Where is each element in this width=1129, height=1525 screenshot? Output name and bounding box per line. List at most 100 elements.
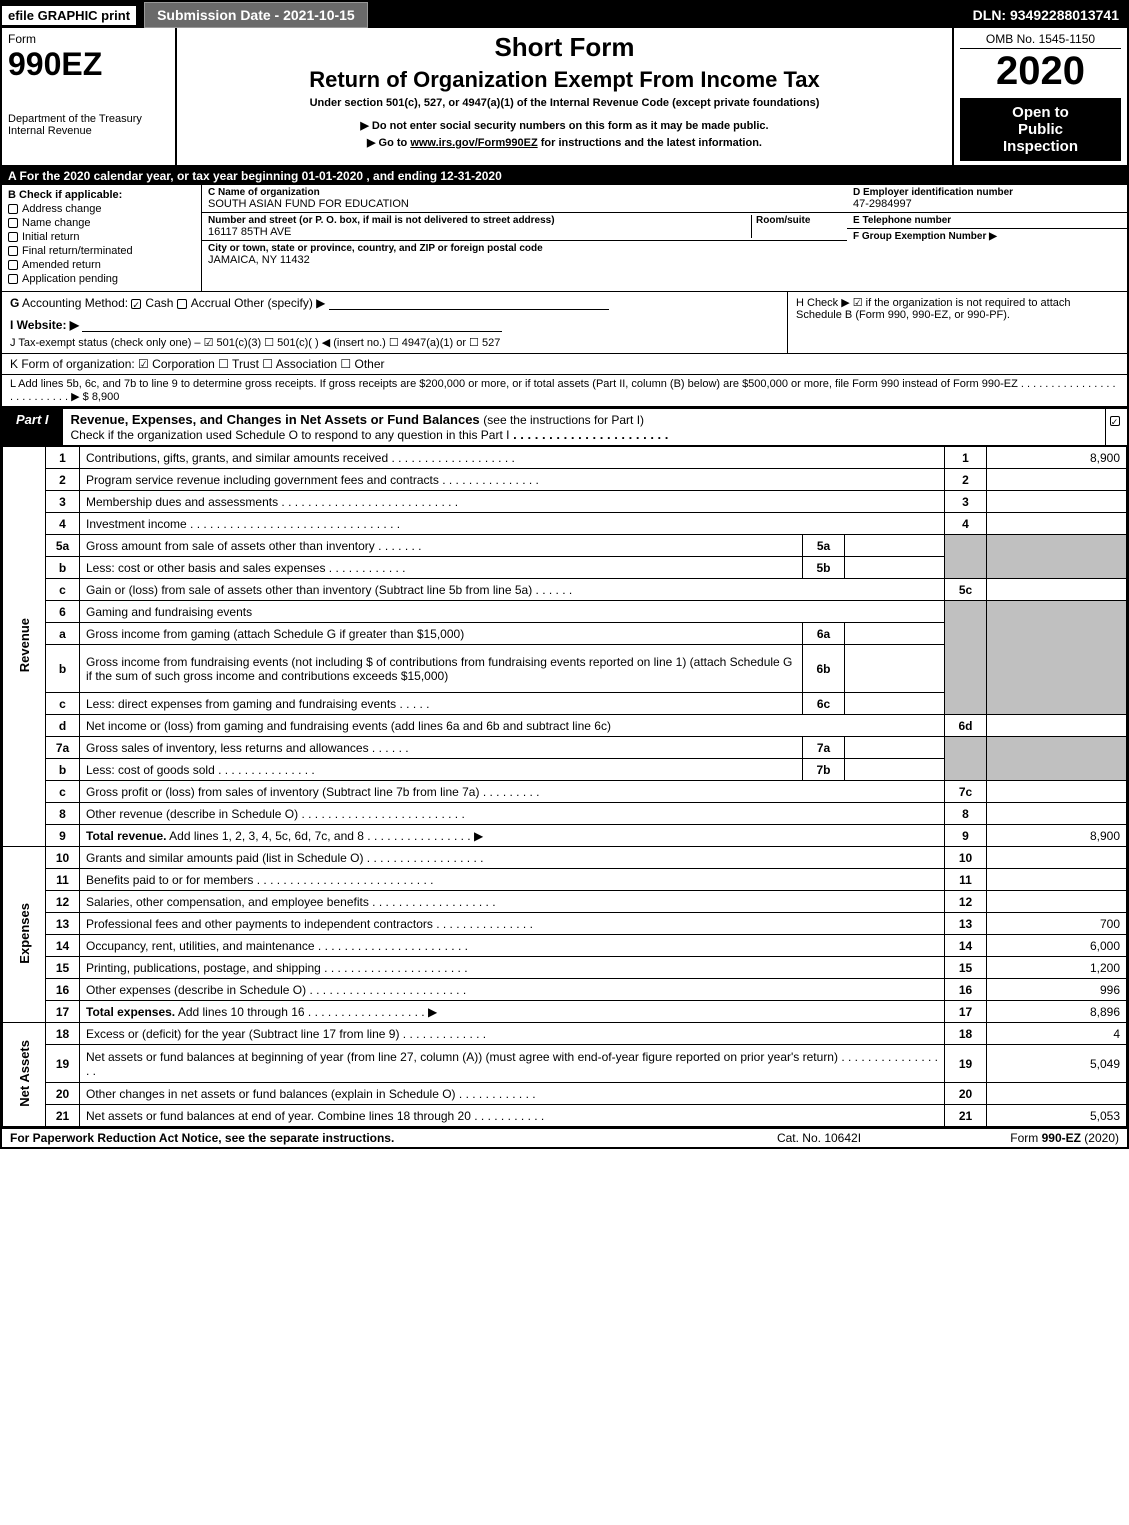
box-b: B Check if applicable: Address change Na… <box>2 185 202 291</box>
part-1-schedule-o-checkbox[interactable] <box>1105 409 1127 445</box>
line-l: L Add lines 5b, 6c, and 7b to line 9 to … <box>2 375 1127 407</box>
row-6b-mv <box>845 645 945 693</box>
info-block: B Check if applicable: Address change Na… <box>2 185 1127 292</box>
row-5b-mn: 5b <box>803 557 845 579</box>
sub-title: Under section 501(c), 527, or 4947(a)(1)… <box>183 97 946 109</box>
row-6c-mn: 6c <box>803 693 845 715</box>
line-j: J Tax-exempt status (check only one) – ☑… <box>10 336 779 349</box>
row-15-val: 1,200 <box>987 957 1127 979</box>
row-7b-mn: 7b <box>803 759 845 781</box>
row-6-num: 6 <box>46 601 80 623</box>
row-14-num: 14 <box>46 935 80 957</box>
part-1-title-text: Revenue, Expenses, and Changes in Net As… <box>71 412 480 427</box>
row-4: 4 Investment income . . . . . . . . . . … <box>3 513 1127 535</box>
short-form-title: Short Form <box>183 32 946 63</box>
submission-date-button[interactable]: Submission Date - 2021-10-15 <box>144 2 368 28</box>
open-line-2: Public <box>964 121 1117 138</box>
box-def: D Employer identification number 47-2984… <box>847 185 1127 291</box>
revenue-side-label: Revenue <box>3 447 46 847</box>
header-right: OMB No. 1545-1150 2020 Open to Public In… <box>952 28 1127 165</box>
efile-print-label[interactable]: efile GRAPHIC print <box>2 6 136 25</box>
row-6a-num: a <box>46 623 80 645</box>
row-7ab-greyval <box>987 737 1127 781</box>
row-12-val <box>987 891 1127 913</box>
row-20-val <box>987 1083 1127 1105</box>
row-5b-desc: Less: cost or other basis and sales expe… <box>86 561 325 575</box>
row-10-ln: 10 <box>945 847 987 869</box>
row-19: 19 Net assets or fund balances at beginn… <box>3 1045 1127 1083</box>
footer-mid: Cat. No. 10642I <box>719 1131 919 1145</box>
city-state-zip: JAMAICA, NY 11432 <box>208 254 841 266</box>
form-header: Form 990EZ Department of the Treasury In… <box>2 28 1127 167</box>
row-1-desc: Contributions, gifts, grants, and simila… <box>86 451 388 465</box>
row-7a-num: 7a <box>46 737 80 759</box>
cb-name-change[interactable]: Name change <box>8 217 195 229</box>
header-middle: Short Form Return of Organization Exempt… <box>177 28 952 165</box>
cb-amended-return[interactable]: Amended return <box>8 259 195 271</box>
phone-cell: E Telephone number <box>847 213 1127 229</box>
row-6d-val <box>987 715 1127 737</box>
row-19-ln: 19 <box>945 1045 987 1083</box>
row-21-val: 5,053 <box>987 1105 1127 1127</box>
goto-link[interactable]: ▶ Go to www.irs.gov/Form990EZ for instru… <box>183 136 946 149</box>
line-k: K Form of organization: ☑ Corporation ☐ … <box>2 354 1127 375</box>
cb-final-return-label: Final return/terminated <box>22 245 133 257</box>
footer-right: Form 990-EZ (2020) <box>919 1131 1119 1145</box>
row-3-num: 3 <box>46 491 80 513</box>
org-name-cell: C Name of organization SOUTH ASIAN FUND … <box>202 185 847 213</box>
department-line-2: Internal Revenue <box>8 125 169 137</box>
irs-link[interactable]: www.irs.gov/Form990EZ <box>410 137 537 149</box>
ein-value: 47-2984997 <box>853 198 1121 210</box>
cb-final-return[interactable]: Final return/terminated <box>8 245 195 257</box>
row-6c-desc: Less: direct expenses from gaming and fu… <box>86 697 396 711</box>
street-label: Number and street (or P. O. box, if mail… <box>208 215 751 226</box>
row-5c-num: c <box>46 579 80 601</box>
row-18-val: 4 <box>987 1023 1127 1045</box>
row-4-val <box>987 513 1127 535</box>
website-field[interactable] <box>82 318 502 332</box>
row-2-num: 2 <box>46 469 80 491</box>
row-9-ln: 9 <box>945 825 987 847</box>
row-5c-desc: Gain or (loss) from sale of assets other… <box>86 583 532 597</box>
ein-cell: D Employer identification number 47-2984… <box>847 185 1127 213</box>
row-7c-ln: 7c <box>945 781 987 803</box>
row-19-num: 19 <box>46 1045 80 1083</box>
row-2-ln: 2 <box>945 469 987 491</box>
row-1-ln: 1 <box>945 447 987 469</box>
row-12-desc: Salaries, other compensation, and employ… <box>86 895 369 909</box>
row-18-num: 18 <box>46 1023 80 1045</box>
row-13-desc: Professional fees and other payments to … <box>86 917 433 931</box>
row-8-num: 8 <box>46 803 80 825</box>
row-6d-ln: 6d <box>945 715 987 737</box>
part-1-title: Revenue, Expenses, and Changes in Net As… <box>63 409 1105 445</box>
row-2-val <box>987 469 1127 491</box>
row-7a-mn: 7a <box>803 737 845 759</box>
cb-address-change[interactable]: Address change <box>8 203 195 215</box>
cb-accrual[interactable] <box>177 299 187 309</box>
part-1-tag: Part I <box>2 409 63 445</box>
other-method-field[interactable] <box>329 296 609 310</box>
org-name: SOUTH ASIAN FUND FOR EDUCATION <box>208 198 841 210</box>
row-6-greyval <box>987 601 1127 715</box>
accounting-method: G Accounting Method: Cash Accrual Other … <box>10 296 779 310</box>
line-g: G Accounting Method: Cash Accrual Other … <box>2 292 787 353</box>
header-left: Form 990EZ Department of the Treasury In… <box>2 28 177 165</box>
cb-initial-return[interactable]: Initial return <box>8 231 195 243</box>
row-3-val <box>987 491 1127 513</box>
row-17-val: 8,896 <box>987 1001 1127 1023</box>
expenses-side-label: Expenses <box>3 847 46 1023</box>
row-16: 16 Other expenses (describe in Schedule … <box>3 979 1127 1001</box>
cb-cash[interactable] <box>131 299 141 309</box>
row-14: 14 Occupancy, rent, utilities, and maint… <box>3 935 1127 957</box>
page-footer: For Paperwork Reduction Act Notice, see … <box>2 1127 1127 1147</box>
row-11-ln: 11 <box>945 869 987 891</box>
row-9-val: 8,900 <box>987 825 1127 847</box>
cb-application-pending[interactable]: Application pending <box>8 273 195 285</box>
row-5a: 5a Gross amount from sale of assets othe… <box>3 535 1127 557</box>
row-21-desc: Net assets or fund balances at end of ye… <box>86 1109 471 1123</box>
row-9: 9 Total revenue. Add lines 1, 2, 3, 4, 5… <box>3 825 1127 847</box>
row-4-ln: 4 <box>945 513 987 535</box>
city-cell: City or town, state or province, country… <box>202 241 847 268</box>
row-11-val <box>987 869 1127 891</box>
row-14-desc: Occupancy, rent, utilities, and maintena… <box>86 939 315 953</box>
